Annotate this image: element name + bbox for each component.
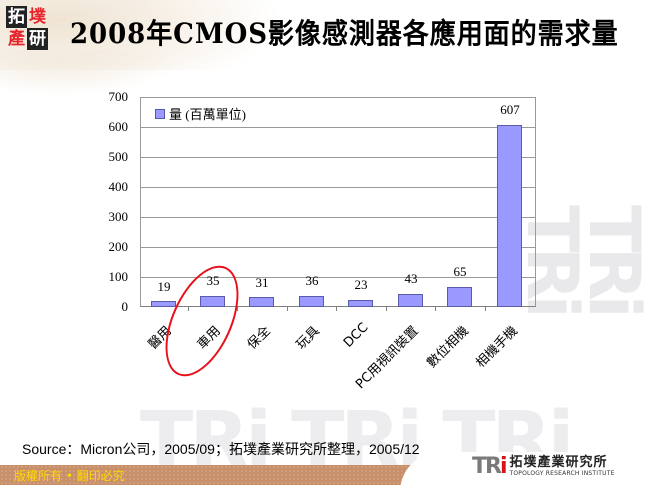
gridline — [141, 217, 535, 218]
x-tick — [237, 306, 238, 311]
value-label: 65 — [453, 264, 467, 279]
value-label: 31 — [255, 275, 269, 290]
y-tick-label: 100 — [108, 269, 129, 284]
y-tick-label: 600 — [108, 119, 129, 134]
x-tick — [336, 306, 337, 311]
chart-legend: 量 (百萬單位) — [155, 104, 246, 123]
gridline — [141, 187, 535, 188]
tri-logo-badge: 拓 墣 產 研 — [6, 6, 48, 50]
value-label: 35 — [206, 273, 220, 288]
category-label: DCC — [340, 320, 372, 351]
value-label: 36 — [305, 273, 319, 288]
bar-toys — [299, 296, 324, 307]
x-tick — [485, 306, 486, 311]
bar-dcc — [348, 300, 373, 307]
x-tick — [435, 306, 436, 311]
bar-digital-camera — [447, 287, 472, 307]
value-label: 43 — [404, 271, 418, 286]
bar-medical — [151, 301, 176, 307]
tri-mark-i: i — [499, 454, 507, 479]
bar-automotive — [200, 296, 225, 307]
gridline — [141, 157, 535, 158]
y-tick-label: 400 — [108, 179, 129, 194]
category-label: 玩具 — [293, 323, 323, 353]
plot-area — [140, 97, 536, 307]
legend-swatch-icon — [155, 108, 165, 119]
y-tick-label: 500 — [108, 149, 129, 164]
bar-camera-phone — [497, 125, 522, 307]
slide-title: 2008年CMOS影像感測器各應用面的需求量 — [70, 17, 619, 50]
value-label: 607 — [500, 102, 520, 117]
category-label: 保全 — [244, 323, 274, 353]
logo-char: 產 — [8, 29, 25, 49]
y-tick-label: 200 — [108, 239, 129, 254]
logo-char: 墣 — [29, 7, 46, 27]
brand-name-cn: 拓墣產業研究所 — [509, 455, 608, 470]
tri-brand-logo: TRi 拓墣產業研究所 TOPOLOGY RESEARCH INSTITUTE — [472, 455, 615, 479]
category-label: 數位相機 — [424, 323, 472, 371]
gridline — [141, 247, 535, 248]
logo-char: 拓 — [6, 6, 27, 28]
y-tick-label: 0 — [121, 299, 129, 314]
source-note: Source：Micron公司，2005/09；拓墣產業研究所整理，2005/1… — [22, 441, 420, 457]
bar-chart: 700 600 500 400 300 200 100 0 19 35 31 3… — [108, 89, 536, 392]
gridline — [141, 277, 535, 278]
y-tick-label: 300 — [108, 209, 129, 224]
legend-label: 量 (百萬單位) — [169, 107, 246, 122]
x-tick — [386, 306, 387, 311]
x-tick — [287, 306, 288, 311]
tri-mark-icon: TRi — [472, 454, 507, 479]
bar-pc-camera — [398, 294, 423, 307]
gridline — [141, 127, 535, 128]
y-tick-label: 700 — [108, 89, 129, 104]
value-label: 19 — [157, 279, 171, 294]
copyright-text: 版權所有 • 翻印必究 — [14, 469, 125, 483]
value-label: 23 — [354, 277, 368, 292]
logo-char: 研 — [27, 28, 48, 50]
category-label: 相機手機 — [473, 323, 521, 371]
header-mist — [0, 50, 200, 110]
brand-name-en: TOPOLOGY RESEARCH INSTITUTE — [509, 470, 615, 477]
x-tick — [188, 306, 189, 311]
tri-mark-tr: TR — [472, 454, 502, 479]
bar-security — [249, 297, 274, 307]
